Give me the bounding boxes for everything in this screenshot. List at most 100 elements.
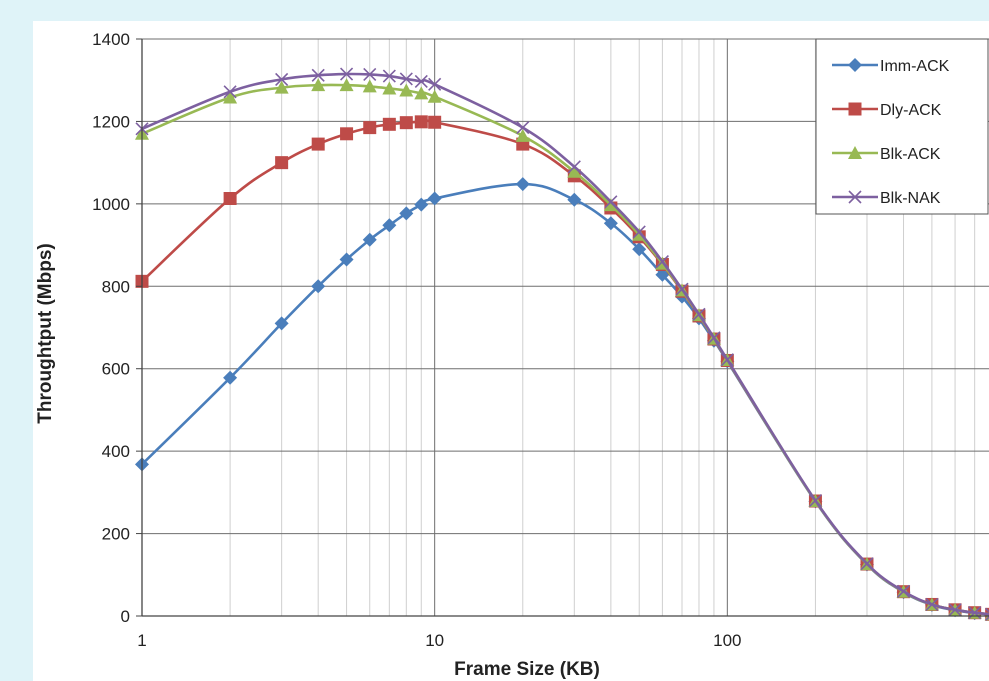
data-point-blk-ack	[339, 78, 354, 92]
data-point-imm-ack	[603, 216, 618, 231]
data-point-imm-ack	[362, 232, 377, 247]
data-point-blk-nak	[707, 331, 721, 345]
data-point-blk-nak	[632, 225, 646, 239]
data-point-blk-nak	[692, 307, 706, 321]
data-point-imm-ack	[223, 370, 238, 385]
data-point-imm-ack	[274, 316, 289, 331]
data-point-imm-ack	[399, 206, 414, 221]
data-point-dly-ack	[382, 117, 396, 131]
marker-stroke	[675, 282, 689, 296]
y-tick-label: 0	[121, 607, 130, 626]
data-point-blk-nak	[223, 85, 237, 99]
marker-stroke	[925, 597, 939, 612]
marker-stroke	[567, 160, 581, 174]
chart-panel: 11010010000200400600800100012001400 Fram…	[33, 21, 989, 681]
data-point-blk-nak	[675, 282, 689, 296]
data-point-blk-nak	[311, 68, 325, 82]
data-point-imm-ack	[515, 177, 530, 192]
data-point-blk-nak	[968, 606, 982, 620]
legend-marker	[848, 102, 862, 116]
marker-stroke	[985, 607, 989, 613]
x-tick-label: 10	[425, 631, 444, 650]
data-point-imm-ack	[427, 191, 442, 206]
data-point-blk-nak	[808, 494, 823, 508]
marker-stroke	[692, 307, 706, 321]
series-layer	[135, 67, 989, 621]
data-point-blk-nak	[985, 607, 989, 621]
marker-stroke	[428, 77, 442, 91]
data-point-blk-nak	[925, 597, 939, 612]
data-point-blk-nak	[948, 603, 962, 617]
y-tick-label: 600	[102, 360, 130, 379]
legend-marker	[848, 190, 862, 204]
axes	[136, 38, 989, 617]
data-point-blk-ack	[427, 89, 442, 103]
y-tick-label: 200	[102, 525, 130, 544]
data-point-imm-ack	[414, 197, 429, 212]
marker-stroke	[275, 72, 289, 86]
marker-stroke	[808, 494, 823, 508]
series-blk-nak	[135, 67, 989, 621]
marker-stroke	[985, 615, 989, 621]
data-point-blk-nak	[399, 72, 413, 86]
data-point-blk-nak	[428, 77, 442, 91]
series-line-blk-nak	[141, 72, 989, 616]
data-point-dly-ack	[363, 121, 377, 135]
legend-entry-dly-ack: Dly-ACK	[832, 102, 942, 119]
data-point-blk-ack	[362, 79, 377, 93]
marker-stroke	[399, 72, 413, 86]
marker-stroke	[860, 557, 874, 571]
data-point-dly-ack	[399, 116, 413, 130]
data-point-blk-ack	[382, 81, 397, 95]
marker-stroke	[948, 603, 962, 617]
data-point-blk-nak	[382, 69, 396, 83]
legend-label: Blk-NAK	[880, 190, 941, 207]
x-tick-label: 1	[137, 631, 146, 650]
marker-stroke	[516, 121, 530, 135]
legend-label: Dly-ACK	[880, 102, 942, 119]
data-point-blk-nak	[604, 195, 618, 209]
marker-stroke	[223, 85, 237, 99]
series-line-imm-ack	[141, 182, 989, 616]
data-point-dly-ack	[311, 137, 325, 151]
throughput-chart: 11010010000200400600800100012001400 Fram…	[35, 30, 989, 680]
legend-label: Imm-ACK	[880, 58, 950, 75]
data-point-blk-nak	[720, 353, 734, 367]
marker-stroke	[720, 353, 734, 367]
legend-box	[815, 38, 989, 215]
y-axis-title: Throughtput (Mbps)	[35, 243, 56, 423]
data-point-imm-ack	[655, 267, 670, 282]
marker-stroke	[968, 606, 982, 620]
data-point-blk-nak	[275, 72, 289, 86]
marker-stroke	[848, 190, 862, 204]
data-point-imm-ack	[567, 192, 582, 207]
marker-stroke	[896, 584, 911, 598]
data-point-imm-ack	[632, 242, 647, 257]
data-point-blk-nak	[655, 254, 669, 269]
data-point-blk-nak	[567, 160, 581, 174]
y-tick-label: 800	[102, 277, 130, 296]
legend-entry-imm-ack: Imm-ACK	[832, 58, 950, 75]
legend-label: Blk-ACK	[880, 146, 941, 163]
x-tick-label: 100	[713, 631, 741, 650]
data-point-dly-ack	[340, 127, 354, 141]
data-point-imm-ack	[311, 279, 326, 294]
y-tick-label: 1000	[92, 195, 130, 214]
data-point-blk-ack	[223, 90, 238, 104]
legend-entry-blk-nak: Blk-NAK	[832, 190, 941, 207]
data-point-dly-ack	[223, 191, 237, 205]
data-point-blk-ack	[399, 83, 414, 97]
data-point-blk-nak	[414, 74, 428, 89]
marker-stroke	[339, 67, 354, 81]
data-point-blk-ack	[414, 86, 429, 100]
y-tick-label: 400	[102, 442, 130, 461]
marker-stroke	[632, 225, 646, 239]
tick-labels: 11010010000200400600800100012001400	[92, 30, 741, 650]
data-point-imm-ack	[339, 252, 354, 267]
data-point-dly-ack	[275, 156, 289, 170]
marker-stroke	[604, 195, 618, 209]
data-point-blk-ack	[603, 198, 618, 212]
data-point-blk-ack	[274, 80, 289, 94]
marker-stroke	[382, 69, 396, 83]
data-point-blk-ack	[567, 164, 582, 178]
